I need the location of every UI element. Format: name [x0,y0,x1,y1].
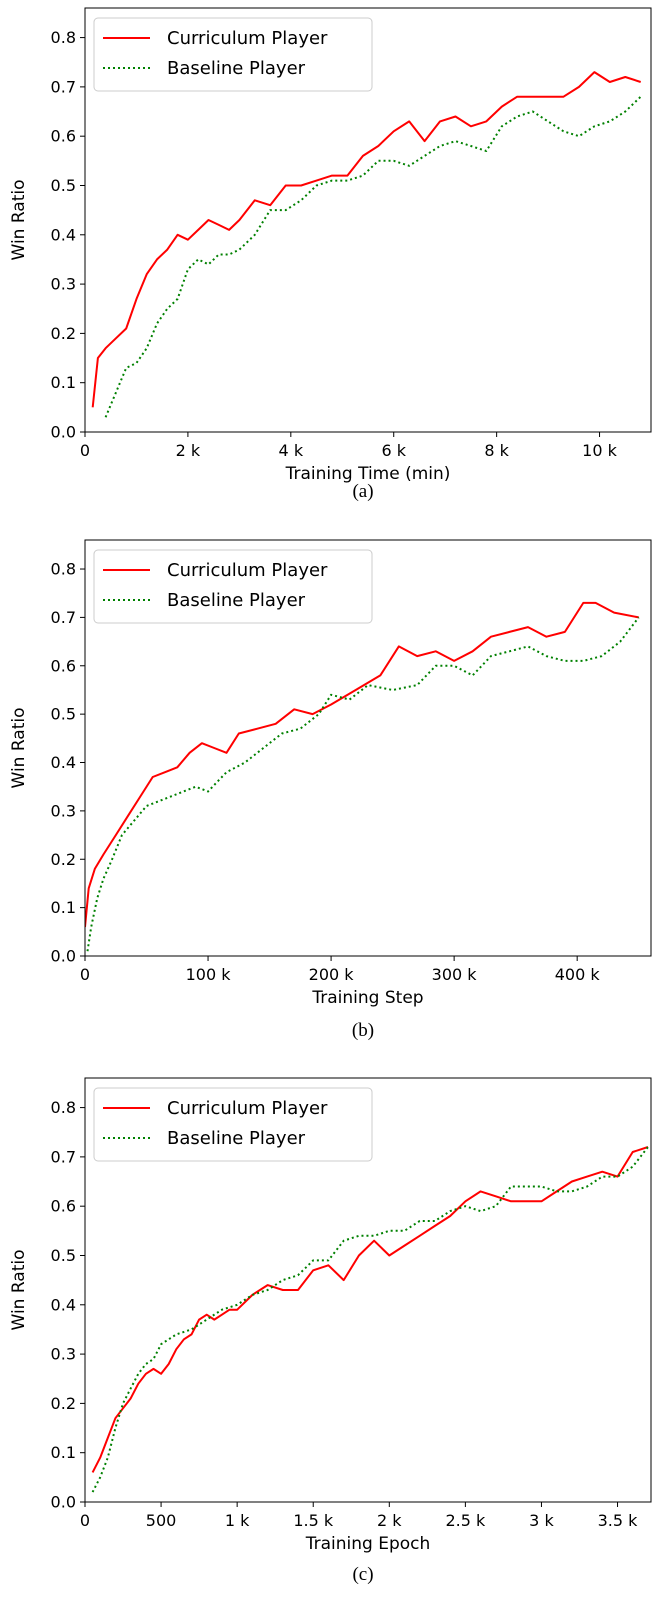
y-tick-label: 0.3 [51,801,76,820]
x-tick-label: 3.5 k [598,1511,639,1530]
series-line-baseline [91,1146,649,1493]
chart-panel-1: 0.0 0.1 0.2 0.3 0.4 0.5 0.6 0.7 0.8 0 2 k 4 k 6 k 8 k… [9,7,652,502]
y-tick-label: 0.0 [51,1493,76,1512]
legend-label-curriculum: Curriculum Player [167,560,328,581]
legend-box [93,1087,373,1162]
y-tick-label: 0.6 [51,127,76,146]
chart-panel-2: 0.0 0.1 0.2 0.3 0.4 0.5 0.6 0.7 0.8 0 100 k 200 k 30… [9,539,652,1041]
legend: Curriculum Player Baseline Player [93,17,373,92]
y-tick-label: 0.5 [51,1246,76,1265]
y-tick-label: 0.5 [51,176,76,195]
legend: Curriculum Player Baseline Player [93,1087,373,1162]
x-tick-label: 500 [146,1511,177,1530]
x-tick-label: 300 k [432,965,478,984]
x-tick-label: 200 k [309,965,355,984]
x-tick-label: 1 k [225,1511,250,1530]
panel-caption: (c) [352,1564,373,1585]
x-tick-label: 0 [80,441,90,460]
x-tick-label: 8 k [484,441,509,460]
panel-caption: (b) [352,1020,374,1041]
legend: Curriculum Player Baseline Player [93,549,373,624]
x-axis-label: Training Step [311,988,423,1008]
x-axis-label: Training Time (min) [285,464,451,484]
x-tick-label: 100 k [186,965,232,984]
x-tick-label: 10 k [582,441,617,460]
chart-panel-3: 0.0 0.1 0.2 0.3 0.4 0.5 0.6 0.7 0.8 0 500 1 k 1.5 k 2… [9,1077,652,1585]
legend-label-curriculum: Curriculum Player [167,1098,328,1119]
x-tick-label: 2 k [176,441,201,460]
series-line-curriculum [91,1146,649,1473]
legend-label-baseline: Baseline Player [167,1128,306,1149]
y-tick-label: 0.7 [51,77,76,96]
legend-label-baseline: Baseline Player [167,58,306,79]
y-tick-label: 0.3 [51,1345,76,1364]
x-axis-label: Training Epoch [305,1534,431,1554]
y-tick-label: 0.6 [51,1197,76,1216]
y-tick-label: 0.4 [51,753,76,772]
legend-label-baseline: Baseline Player [167,590,306,611]
y-tick-label: 0.1 [51,373,76,392]
y-tick-label: 0.8 [51,560,76,579]
x-tick-label: 0 [80,1511,90,1530]
y-tick-label: 0.8 [51,28,76,47]
x-tick-label: 400 k [555,965,601,984]
y-axis-label: Win Ratio [9,708,29,789]
y-tick-label: 0.2 [51,324,76,343]
series-line-baseline [104,95,642,418]
panel-caption: (a) [352,481,373,502]
y-tick-label: 0.7 [51,1147,76,1166]
y-tick-label: 0.2 [51,850,76,869]
x-tick-label: 3 k [529,1511,554,1530]
x-tick-label: 1.5 k [293,1511,334,1530]
y-tick-label: 0.6 [51,656,76,675]
y-tick-label: 0.8 [51,1098,76,1117]
series-line-curriculum [85,601,639,928]
x-tick-label: 4 k [279,441,304,460]
y-tick-label: 0.0 [51,947,76,966]
y-axis-label: Win Ratio [9,180,29,261]
plot-frame [84,1077,652,1503]
y-axis-label: Win Ratio [9,1250,29,1331]
x-tick-label: 2 k [377,1511,402,1530]
y-tick-label: 0.7 [51,608,76,627]
series-line-baseline [86,616,640,952]
plot-frame [84,539,652,957]
legend-label-curriculum: Curriculum Player [167,28,328,49]
y-tick-label: 0.0 [51,423,76,442]
x-tick-label: 0 [80,965,90,984]
x-tick-label: 6 k [381,441,406,460]
plot-frame [84,7,652,433]
y-tick-label: 0.4 [51,1295,76,1314]
legend-box [93,549,373,624]
y-tick-label: 0.1 [51,898,76,917]
y-tick-label: 0.1 [51,1443,76,1462]
legend-box [93,17,373,92]
y-tick-label: 0.4 [51,225,76,244]
y-tick-label: 0.5 [51,705,76,724]
series-line-curriculum [91,71,642,408]
y-tick-label: 0.3 [51,275,76,294]
x-tick-label: 2.5 k [445,1511,486,1530]
y-tick-label: 0.2 [51,1394,76,1413]
